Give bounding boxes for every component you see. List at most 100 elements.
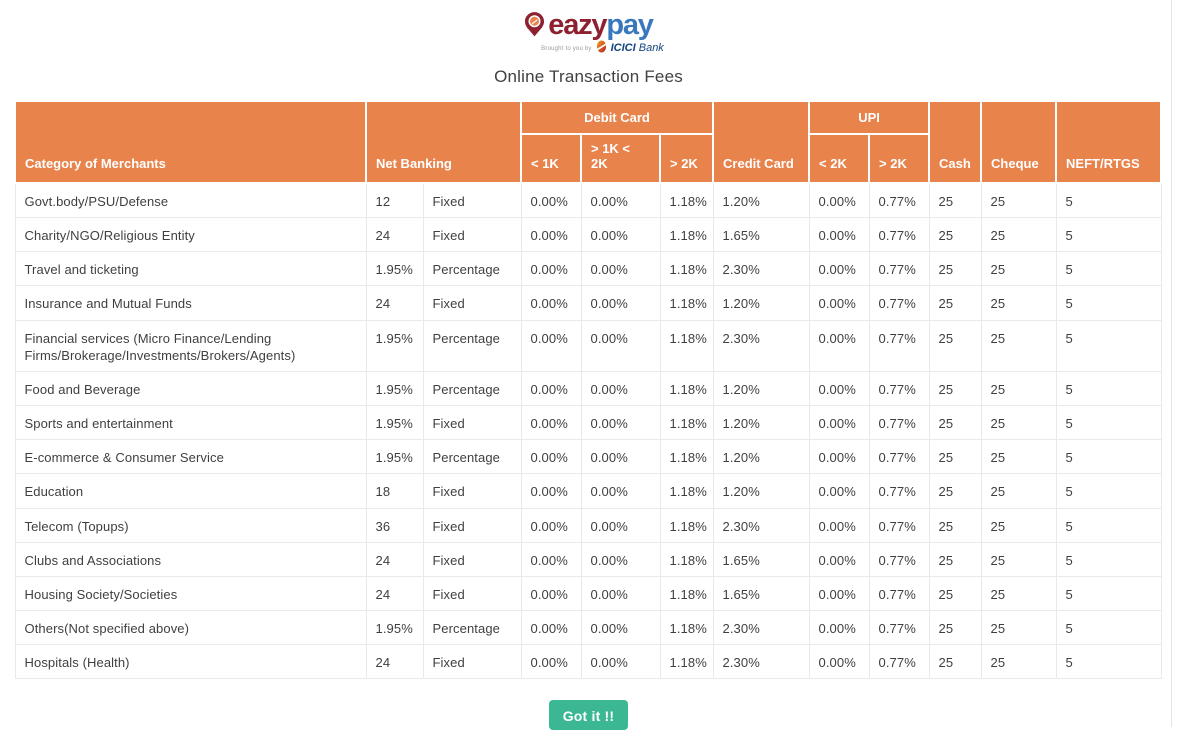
table-cell: 25 [928,319,982,372]
table-row: Insurance and Mutual Funds 24 Fixed 0.00% 0.… [14,285,1162,321]
table-cell: Charity/NGO/Religious Entity [14,217,367,253]
col-header-cheque: Cheque [980,100,1058,184]
logo-eazy-text: eazy [548,9,607,41]
table-cell: 25 [928,370,982,407]
col-header-credit-card: Credit Card [712,100,811,184]
table-cell: 0.00% [808,575,870,612]
table-cell: 0.77% [868,370,930,407]
table-row: Travel and ticketing 1.95% Percentage 0.00%… [14,251,1162,287]
table-cell: 1.18% [659,644,714,680]
table-cell: 25 [928,405,982,441]
eazypay-logo: eazypay [0,11,1177,41]
got-it-button[interactable]: Got it !! [548,700,629,730]
table-cell: 0.00% [520,610,582,646]
table-cell: 0.00% [808,644,870,680]
table-cell: E-commerce & Consumer Service [14,439,367,475]
table-cell: 24 [365,541,424,577]
table-cell: Telecom (Topups) [14,507,367,543]
table-cell: 0.00% [520,575,582,612]
table-cell: 0.00% [808,507,870,543]
scrollbar[interactable] [1171,0,1172,727]
table-cell: 1.95% [365,439,424,475]
table-row: Education 18 Fixed 0.00% 0.00% 1.18% 1.20% 0.00… [14,473,1162,509]
icici-text: ICICI [610,42,636,54]
table-row: Clubs and Associations 24 Fixed 0.00% 0.00% 1… [14,541,1162,577]
table-cell: 5 [1055,541,1162,577]
table-cell: 2.30% [712,610,810,646]
table-cell: Percentage [422,319,522,372]
col-header-net-banking: Net Banking [365,100,522,184]
table-cell: 0.00% [520,370,582,407]
table-row: Food and Beverage 1.95% Percentage 0.00% 0.0… [14,370,1162,407]
table-cell: 1.95% [365,370,424,407]
table-cell: 1.18% [659,217,714,253]
table-cell: Housing Society/Societies [14,575,367,612]
table-cell: 5 [1055,507,1162,543]
table-cell: Hospitals (Health) [14,644,367,680]
table-cell: 1.20% [712,439,810,475]
table-cell: 0.00% [580,610,661,646]
table-cell: 0.77% [868,285,930,321]
table-cell: 25 [980,285,1057,321]
table-cell: 0.00% [520,285,582,321]
table-cell: 1.18% [659,575,714,612]
table-cell: 5 [1055,319,1162,372]
table-cell: 0.77% [868,473,930,509]
table-row: E-commerce & Consumer Service 1.95% Percen… [14,439,1162,475]
table-cell: 25 [980,251,1057,287]
table-cell: 0.00% [520,251,582,287]
page-title: Online Transaction Fees [494,67,683,86]
table-cell: 0.00% [580,285,661,321]
table-cell: Govt.body/PSU/Defense [14,182,367,219]
table-row: Telecom (Topups) 36 Fixed 0.00% 0.00% 1.18% 2.… [14,507,1162,543]
table-cell: 0.00% [808,541,870,577]
table-cell: 5 [1055,217,1162,253]
table-cell: 2.30% [712,251,810,287]
table-cell: Travel and ticketing [14,251,367,287]
col-header-debit-gt2k: > 2K [658,133,715,184]
table-cell: 25 [928,439,982,475]
table-cell: 12 [365,182,424,219]
table-cell: Clubs and Associations [14,541,367,577]
table-cell: 1.18% [659,610,714,646]
col-header-cash: Cash [928,100,983,184]
table-cell: 24 [365,575,424,612]
table-cell: 36 [365,507,424,543]
table-cell: 25 [928,251,982,287]
table-cell: 2.30% [712,644,810,680]
table-cell: 1.18% [659,251,714,287]
table-cell: 0.00% [580,217,661,253]
table-cell: 25 [980,370,1057,407]
table-cell: 1.18% [659,285,714,321]
table-cell: 25 [980,575,1057,612]
table-cell: 0.00% [520,439,582,475]
table-cell: 0.00% [808,285,870,321]
table-cell: 25 [980,644,1057,680]
table-cell: 5 [1055,610,1162,646]
col-group-debit-card: Debit Card [519,100,715,135]
table-cell: Fixed [422,507,522,543]
table-cell: 0.00% [580,439,661,475]
table-cell: Education [14,473,367,509]
table-cell: 0.00% [808,217,870,253]
table-cell: 1.20% [712,285,810,321]
table-row: Charity/NGO/Religious Entity 24 Fixed 0.00%… [14,217,1162,253]
table-cell: 0.00% [580,644,661,680]
table-cell: 5 [1055,251,1162,287]
table-cell: 25 [980,439,1057,475]
table-cell: 1.95% [365,610,424,646]
table-cell: 1.18% [659,439,714,475]
table-cell: Percentage [422,370,522,407]
eazypay-wordmark: eazypay [548,9,654,41]
fees-table: Category of Merchants Net Banking Debit … [14,100,1163,680]
table-cell: 5 [1055,439,1162,475]
table-cell: 0.77% [868,182,930,219]
table-cell: 5 [1055,473,1162,509]
table-cell: 1.20% [712,473,810,509]
table-cell: 0.77% [868,439,930,475]
table-cell: 0.00% [520,507,582,543]
table-cell: 24 [365,644,424,680]
logo-pay-text: pay [606,9,654,41]
table-cell: 1.20% [712,370,810,407]
